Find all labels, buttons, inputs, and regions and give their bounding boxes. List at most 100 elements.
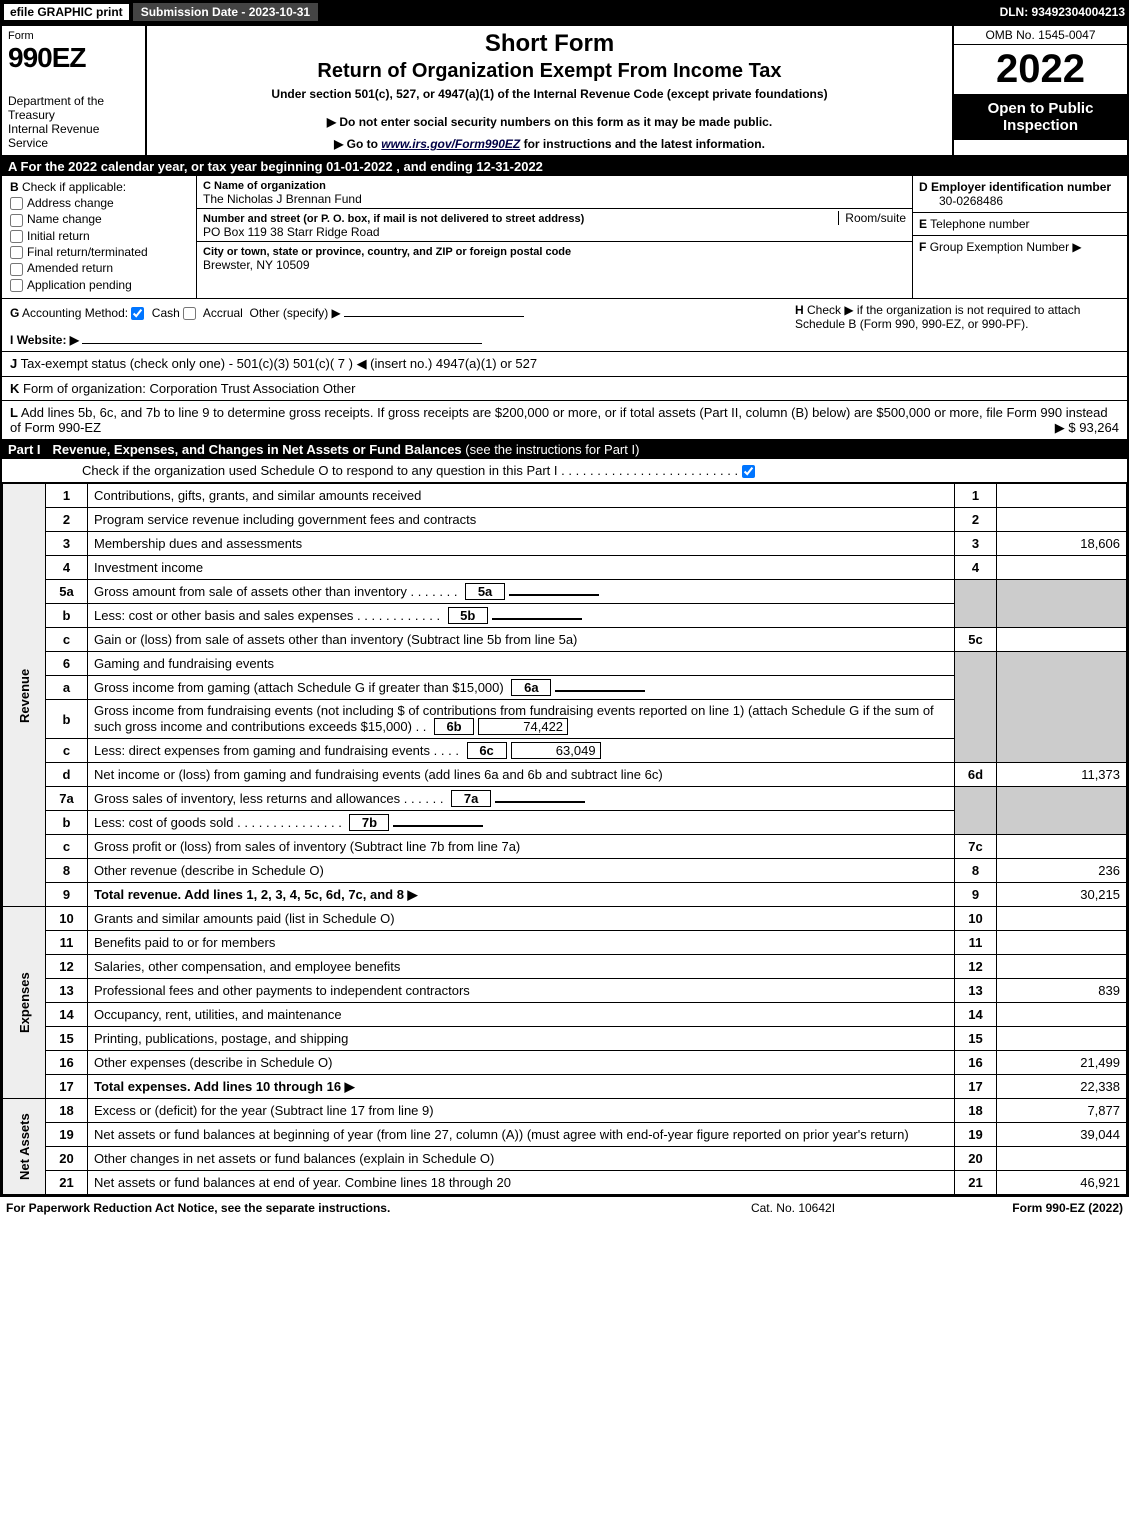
goto-pre: ▶ Go to (334, 137, 381, 151)
sb6a: 6a (511, 679, 551, 696)
opt-application-pending[interactable]: Application pending (10, 278, 188, 292)
n3: 3 (46, 532, 88, 556)
c-name-lbl: Name of organization (214, 180, 326, 192)
n7c: c (46, 835, 88, 859)
d21: Net assets or fund balances at end of ye… (88, 1171, 955, 1195)
v3: 18,606 (997, 532, 1127, 556)
d20: Other changes in net assets or fund bala… (88, 1147, 955, 1171)
d11: Benefits paid to or for members (88, 931, 955, 955)
rot-netassets: Net Assets (3, 1099, 46, 1195)
n11: 11 (46, 931, 88, 955)
c-label: C (203, 180, 211, 192)
opt-name-change[interactable]: Name change (10, 212, 188, 226)
lbl-final-return: Final return/terminated (27, 245, 148, 259)
sv7a (495, 801, 585, 803)
lbl-initial-return: Initial return (27, 229, 90, 243)
title-section: Under section 501(c), 527, or 4947(a)(1)… (155, 87, 944, 101)
main-table: Revenue 1 Contributions, gifts, grants, … (2, 483, 1127, 1195)
h-label: H (795, 303, 804, 317)
v19: 39,044 (997, 1123, 1127, 1147)
cb-cash[interactable] (131, 307, 144, 320)
v16: 21,499 (997, 1051, 1127, 1075)
footer-mid: Cat. No. 10642I (663, 1201, 923, 1215)
v17: 22,338 (997, 1075, 1127, 1099)
row-11: 11Benefits paid to or for members11 (3, 931, 1127, 955)
n17: 17 (46, 1075, 88, 1099)
row-16: 16Other expenses (describe in Schedule O… (3, 1051, 1127, 1075)
opt-address-change[interactable]: Address change (10, 196, 188, 210)
rn17: 17 (955, 1075, 997, 1099)
cb-initial-return[interactable] (10, 230, 23, 243)
omb-number: OMB No. 1545-0047 (954, 26, 1127, 45)
efile-label[interactable]: efile GRAPHIC print (4, 4, 129, 20)
n19: 19 (46, 1123, 88, 1147)
opt-initial-return[interactable]: Initial return (10, 229, 188, 243)
cb-amended-return[interactable] (10, 263, 23, 276)
d6d: Net income or (loss) from gaming and fun… (88, 763, 955, 787)
website-input[interactable] (82, 330, 482, 344)
col-c: C Name of organization The Nicholas J Br… (197, 176, 912, 298)
col-def: D Employer identification number 30-0268… (912, 176, 1127, 298)
j-label: J (10, 356, 17, 371)
submission-date: Submission Date - 2023-10-31 (133, 3, 318, 21)
cb-application-pending[interactable] (10, 279, 23, 292)
row-9: 9Total revenue. Add lines 1, 2, 3, 4, 5c… (3, 883, 1127, 907)
form-header: Form 990EZ Department of the Treasury In… (2, 26, 1127, 157)
row-12: 12Salaries, other compensation, and empl… (3, 955, 1127, 979)
row-14: 14Occupancy, rent, utilities, and mainte… (3, 1003, 1127, 1027)
cb-final-return[interactable] (10, 246, 23, 259)
grayv5 (997, 580, 1127, 628)
footer-right: Form 990-EZ (2022) (923, 1201, 1123, 1215)
d7c: Gross profit or (loss) from sales of inv… (88, 835, 955, 859)
n21: 21 (46, 1171, 88, 1195)
irs-link[interactable]: www.irs.gov/Form990EZ (381, 137, 520, 151)
row-1: Revenue 1 Contributions, gifts, grants, … (3, 484, 1127, 508)
rn3: 3 (955, 532, 997, 556)
l-label: L (10, 405, 18, 420)
sb7a: 7a (451, 790, 491, 807)
d5a-t: Gross amount from sale of assets other t… (94, 584, 407, 599)
j-text: Tax-exempt status (check only one) - 501… (21, 356, 537, 371)
title-short-form: Short Form (155, 30, 944, 58)
d4: Investment income (88, 556, 955, 580)
rot-revenue: Revenue (3, 484, 46, 907)
cb-address-change[interactable] (10, 197, 23, 210)
title-goto: ▶ Go to www.irs.gov/Form990EZ for instru… (155, 137, 944, 151)
opt-amended-return[interactable]: Amended return (10, 261, 188, 275)
n6b: b (46, 700, 88, 739)
rn18: 18 (955, 1099, 997, 1123)
n6d: d (46, 763, 88, 787)
rn21: 21 (955, 1171, 997, 1195)
other-input[interactable] (344, 303, 524, 317)
d7b: Less: cost of goods sold . . . . . . . .… (88, 811, 955, 835)
v5c (997, 628, 1127, 652)
n6: 6 (46, 652, 88, 676)
sb5a: 5a (465, 583, 505, 600)
v12 (997, 955, 1127, 979)
d18: Excess or (deficit) for the year (Subtra… (88, 1099, 955, 1123)
d7b-t: Less: cost of goods sold (94, 815, 233, 830)
v7c (997, 835, 1127, 859)
row-3: 3Membership dues and assessments318,606 (3, 532, 1127, 556)
part1-check-text: Check if the organization used Schedule … (82, 463, 558, 478)
row-6d: dNet income or (loss) from gaming and fu… (3, 763, 1127, 787)
goto-post: for instructions and the latest informat… (520, 137, 765, 151)
b-check: Check if applicable: (22, 180, 126, 194)
lbl-address-change: Address change (27, 196, 114, 210)
cb-name-change[interactable] (10, 214, 23, 227)
cb-schedule-o[interactable] (742, 465, 755, 478)
k-text: Form of organization: Corporation Trust … (23, 381, 355, 396)
lbl-cash: Cash (152, 306, 180, 320)
org-address: PO Box 119 38 Starr Ridge Road (203, 225, 380, 239)
opt-final-return[interactable]: Final return/terminated (10, 245, 188, 259)
form-number: 990EZ (8, 42, 139, 74)
rn7c: 7c (955, 835, 997, 859)
row-15: 15Printing, publications, postage, and s… (3, 1027, 1127, 1051)
topbar: efile GRAPHIC print Submission Date - 20… (0, 0, 1129, 24)
cb-accrual[interactable] (183, 307, 196, 320)
sv6c: 63,049 (511, 742, 601, 759)
sb6c: 6c (467, 742, 507, 759)
d5b: Less: cost or other basis and sales expe… (88, 604, 955, 628)
v11 (997, 931, 1127, 955)
header-center: Short Form Return of Organization Exempt… (147, 26, 952, 155)
